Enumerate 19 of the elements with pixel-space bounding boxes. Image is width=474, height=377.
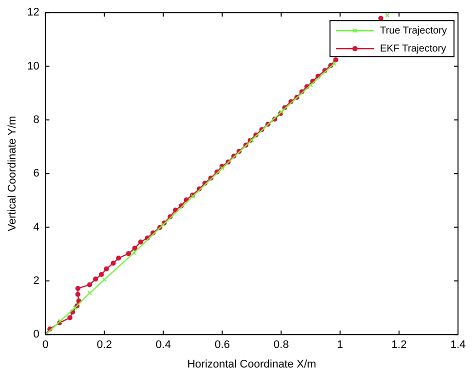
y-axis-title: Vertical Coordinate Y/m [6,116,19,232]
x-tick-label: 0.4 [156,339,171,352]
x-tick-label: 1.2 [391,339,407,352]
x-tick-label: 0.6 [214,339,230,352]
y-tick-label: 8 [33,114,40,126]
x-tick-label: 1 [337,339,344,352]
y-tick-label: 6 [33,168,40,180]
y-tick-label: 0 [33,328,40,341]
x-tick-label: 0 [42,339,48,352]
y-tick-label: 4 [33,221,40,234]
y-tick-label: 12 [27,6,40,19]
x-tick-label: 0.2 [96,339,112,352]
y-tick-label: 2 [33,274,40,287]
y-tick-label: 10 [27,60,40,72]
legend-label: EKF Trajectory [380,43,446,54]
legend-label: True Trajectory [380,25,447,36]
x-tick-label: 1.4 [450,339,466,352]
x-tick-label: 0.8 [274,339,289,352]
x-axis-title: Horizontal Coordinate X/m [187,358,316,370]
